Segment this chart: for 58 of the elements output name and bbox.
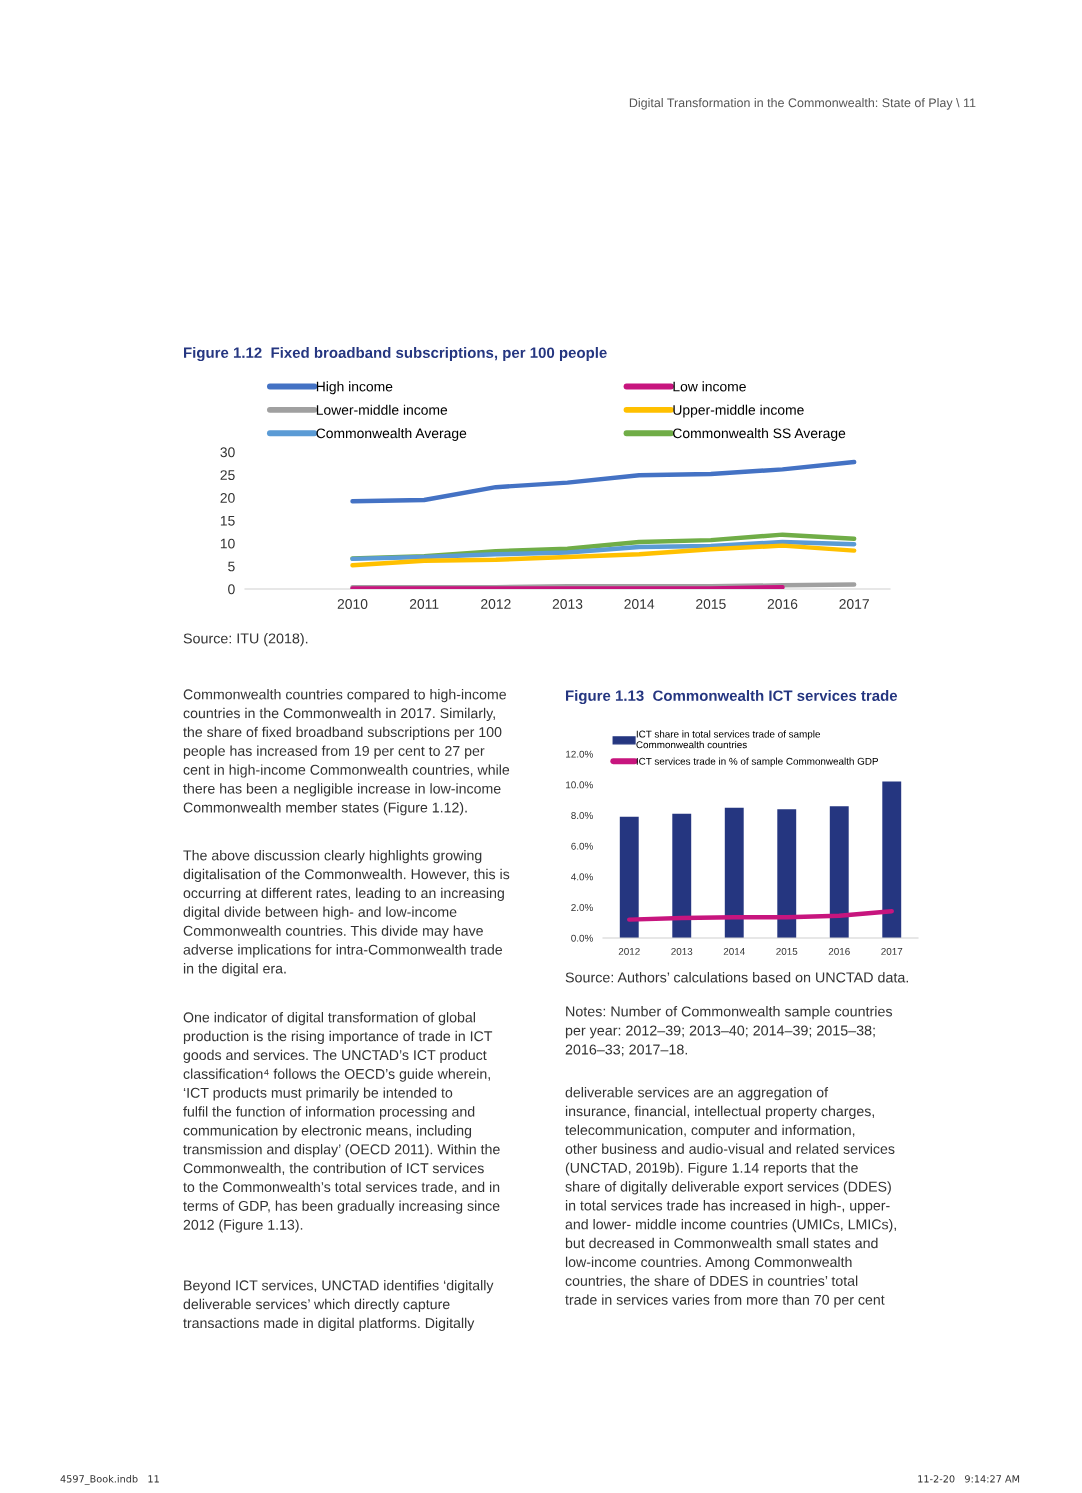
- y-tick-label: 30: [220, 447, 235, 458]
- legend-label: ICT share in total services trade of sample Commonwealth countries: [636, 730, 821, 749]
- legend-label: Lower-middle income: [316, 404, 448, 415]
- y-tick-label: 20: [220, 493, 235, 503]
- x-tick-label: 2016: [767, 599, 798, 609]
- y-tick-label: 12.0%: [566, 750, 593, 758]
- y-tick-label: 0.0%: [571, 934, 593, 942]
- line-series: [350, 459, 857, 504]
- text: Notes: Number of Commonwealth sample countries per year: 2012–39; 2013–40; 2014–39; 2015–38; 2016–33; 2017–18.: [565, 1006, 893, 1057]
- legend-label: Commonwealth SS Average: [673, 428, 846, 441]
- x-tick-label: 2011: [409, 599, 439, 609]
- y-tick-label: 6.0%: [571, 842, 593, 850]
- x-tick-label: 2017: [881, 947, 903, 955]
- legend-label: Upper-middle income: [673, 404, 804, 418]
- x-tick-label: 2012: [618, 947, 640, 955]
- y-tick-label: 5: [228, 561, 235, 572]
- x-tick-label: 2016: [828, 947, 850, 955]
- line-series: [350, 543, 857, 568]
- y-tick-label: 4.0%: [571, 873, 593, 881]
- line-series: [350, 539, 857, 562]
- y-tick-label: 10.0%: [566, 781, 593, 789]
- text: The above discussion clearly highlights growing digitalisation of the Commonwealth. However, this is occurring at different rates, leading to an increasing digital divide between high- and low-income Commonwealth countries. This divide may have adverse implications for intra-Commonwealth trade in the digital era.: [183, 850, 510, 977]
- y-tick-label: 0: [228, 584, 235, 595]
- bar: [672, 813, 692, 938]
- legend-label: Commonwealth Average: [316, 428, 467, 441]
- x-tick-label: 2014: [624, 599, 655, 609]
- text: Digital Transformation in the Commonwealth: State of Play \ 11: [629, 98, 976, 110]
- x-tick-label: 2015: [776, 947, 798, 955]
- text: Commonwealth countries compared to high-income countries in the Commonwealth in 2017. Similarly, the share of fixed broadband subscriptions per 100 people has increased from 19 per cent to 27 per cent in high-income Commonwealth countries, while there has been a negligible increase in low-income Commonwealth member states (Figure 1.12).: [183, 689, 510, 816]
- source-note: Source: Authors’ calculations based on UNCTAD data.: [565, 972, 908, 983]
- y-tick-label: 25: [220, 470, 235, 480]
- text: One indicator of digital transformation of global production is the rising importance of trade in ICT goods and services. The UNCTAD’s ICT product classification⁴ follows the OECD’s guide wherein, ‘ICT products must primarily be intended to fulfil the function of information processing and communication by electronic means, including transmission and display’ (OECD 2011). Within the Commonwealth, the contribution of ICT services to the Commonwealth’s total services trade, and in terms of GDP, has been gradually increasing since 2012 (Figure 1.13).: [183, 1012, 500, 1233]
- x-tick-label: 2013: [671, 947, 693, 955]
- y-tick-label: 15: [220, 515, 235, 526]
- y-tick-label: 8.0%: [571, 812, 593, 819]
- x-tick-label: 2012: [481, 599, 511, 609]
- chart-title: Figure 1.12 Fixed broadband subscriptions, per 100 people: [184, 347, 607, 362]
- y-tick-label: 10: [220, 538, 235, 549]
- legend-label: Low income: [673, 381, 746, 392]
- source-note: Source: ITU (2018).: [183, 633, 308, 647]
- text: 4597_Book.indb 11: [60, 1475, 159, 1485]
- bar: [777, 809, 797, 938]
- x-tick-label: 2010: [337, 599, 368, 609]
- text: Beyond ICT services, UNCTAD identifies ‘digitally deliverable services’ which directly capture transactions made in digital platforms. Digitally: [183, 1280, 494, 1331]
- line-series: [627, 908, 894, 922]
- bar: [619, 816, 639, 938]
- chart-title: Figure 1.13 Commonwealth ICT services trade: [566, 690, 898, 705]
- y-tick-label: 2.0%: [571, 904, 593, 911]
- bar: [724, 807, 744, 938]
- x-tick-label: 2017: [839, 599, 869, 609]
- text: 11-2-20 9:14:27 AM: [918, 1475, 1020, 1483]
- legend-label: High income: [316, 381, 393, 395]
- text: deliverable services are an aggregation of insurance, financial, intellectual property charges, telecommunication, computer and information, other business and audio-visual and related services (UNCTAD, 2019b). Figure 1.14 reports that the share of digitally deliverable export services (DDES) in total services trade has increased in high-, upper- and lower- middle income countries (UMICs, LMICs), but decreased in Commonwealth small states and low-income countries. Among Commonwealth countries, the share of DDES in countries’ total trade in services varies from more than 70 per cent: [565, 1087, 896, 1308]
- bar: [829, 806, 849, 938]
- x-tick-label: 2013: [552, 599, 583, 609]
- x-tick-label: 2015: [696, 599, 726, 609]
- x-tick-label: 2014: [723, 947, 745, 955]
- bar: [882, 781, 902, 938]
